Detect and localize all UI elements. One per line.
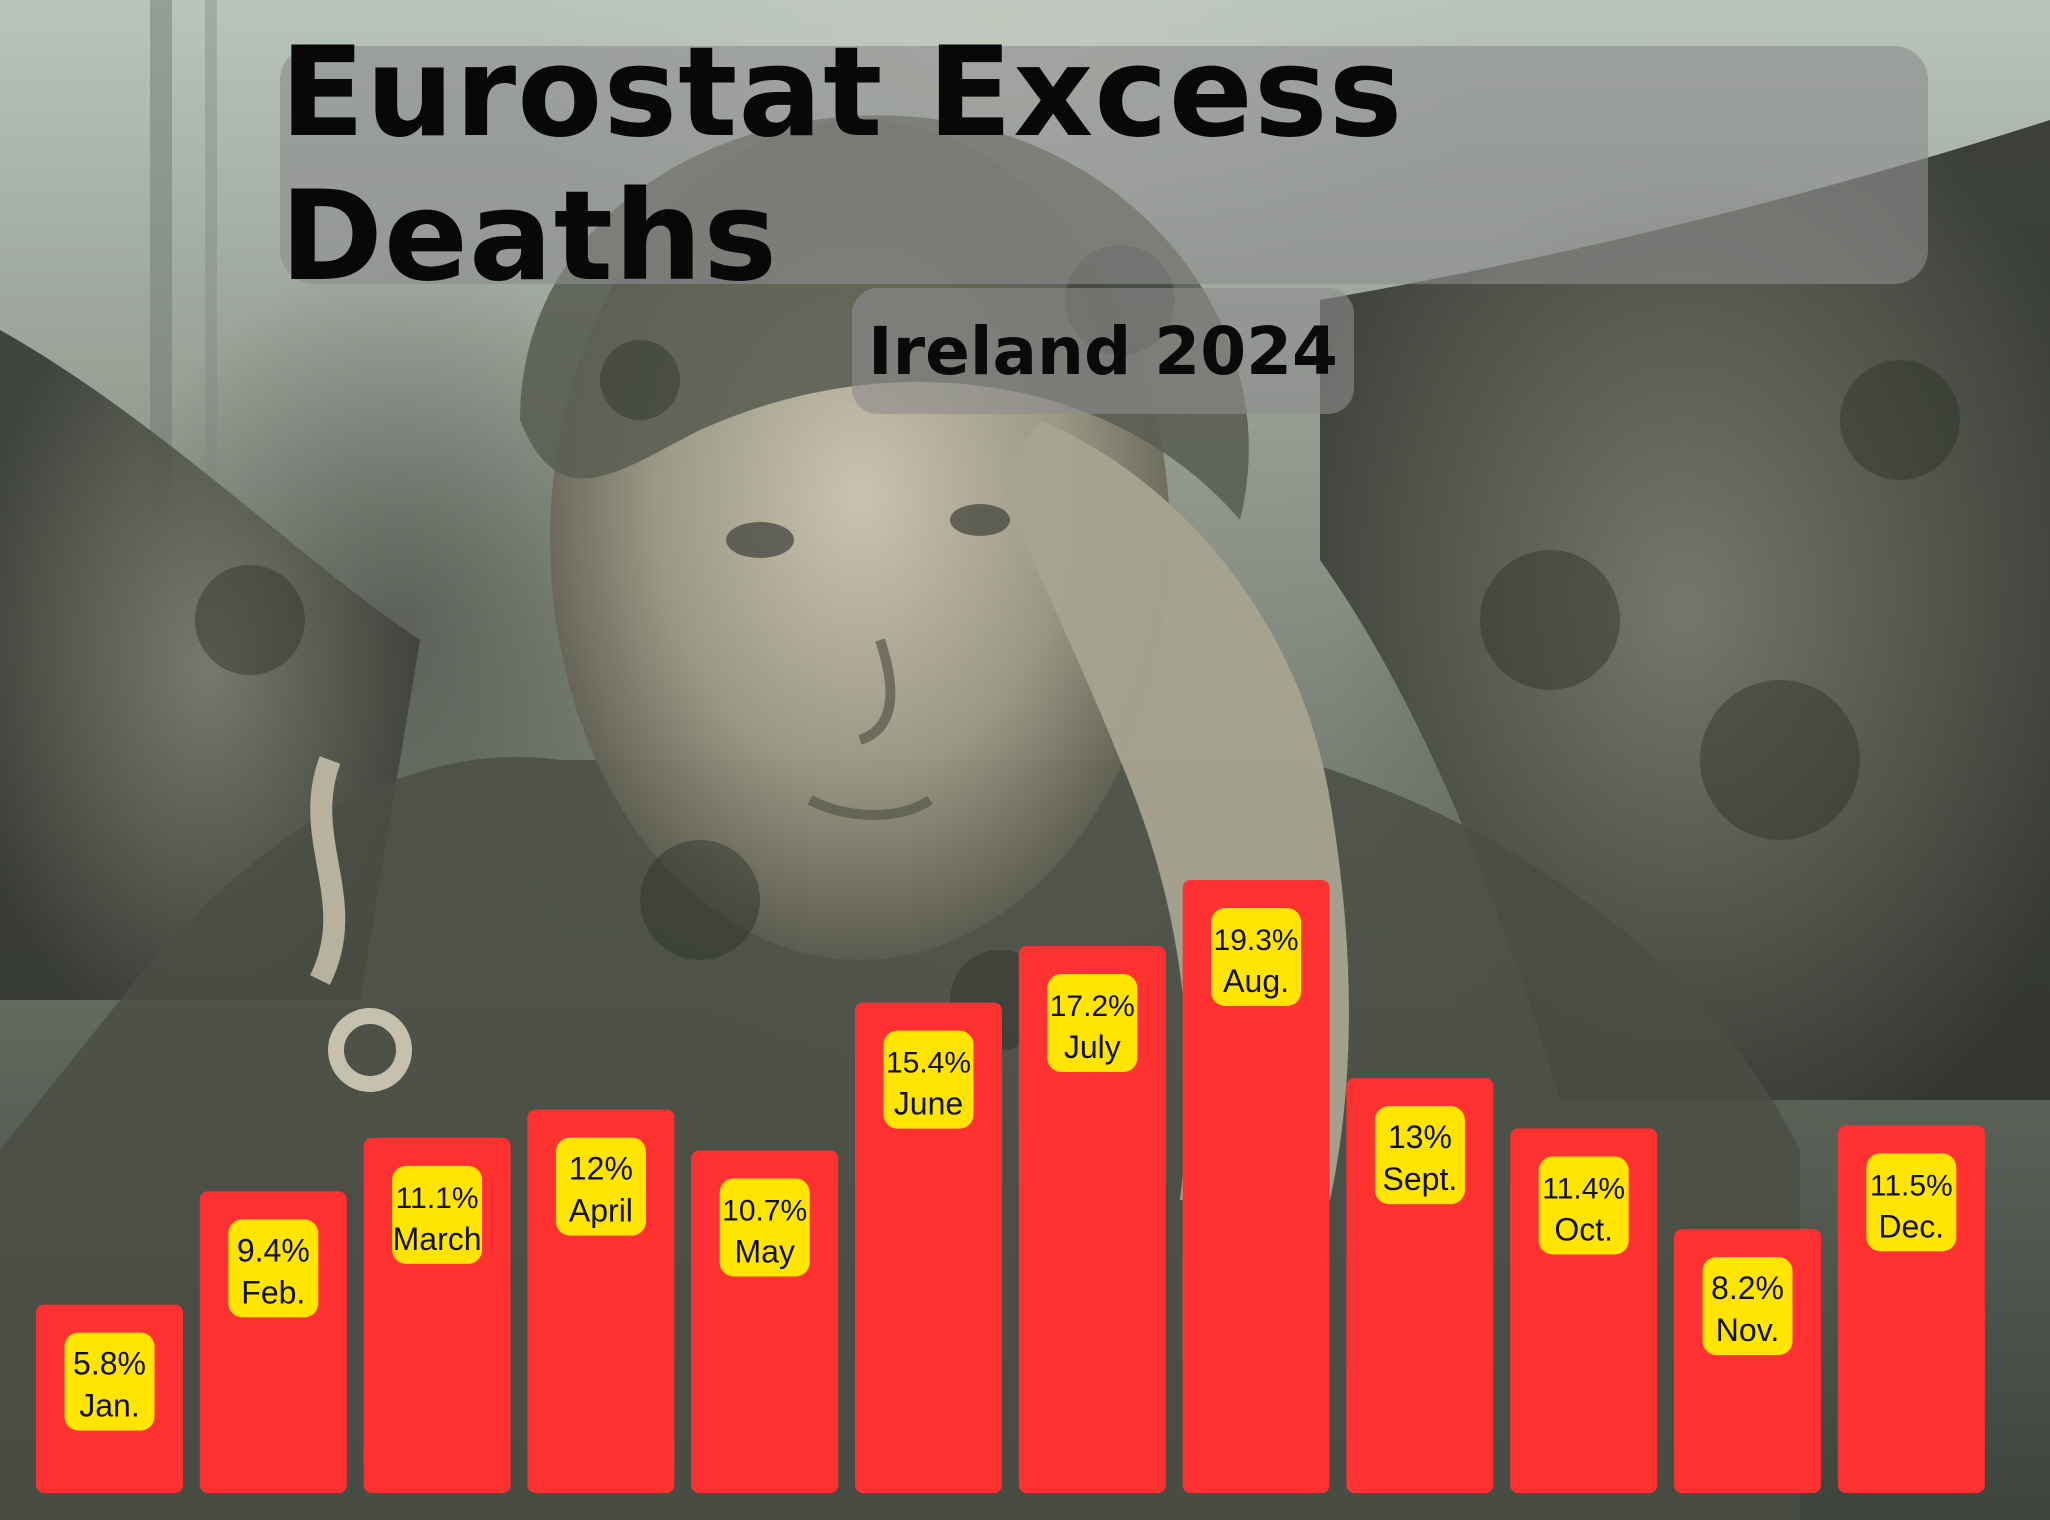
- category-label: March: [393, 1221, 482, 1257]
- value-label: 5.8%: [73, 1346, 146, 1382]
- label-badge: [1374, 1106, 1465, 1205]
- value-label: 8.2%: [1711, 1270, 1784, 1306]
- bar-july: [1018, 946, 1166, 1493]
- category-label: May: [734, 1233, 794, 1269]
- bar-label: 11.5% Dec.: [1866, 1153, 1957, 1252]
- bar-label: 8.2% Nov.: [1702, 1257, 1793, 1356]
- label-badge: [1538, 1156, 1629, 1255]
- title-backdrop: [280, 46, 1928, 284]
- value-label: 19.3%: [1214, 924, 1299, 957]
- category-label: Aug.: [1223, 963, 1289, 999]
- category-label: Dec.: [1878, 1208, 1944, 1244]
- category-label: June: [894, 1086, 963, 1122]
- bar-label: 12% April: [555, 1137, 646, 1236]
- value-label: 13%: [1388, 1119, 1452, 1155]
- subtitle-backdrop: [852, 288, 1354, 414]
- category-label: Sept.: [1383, 1161, 1458, 1197]
- category-label: Feb.: [241, 1274, 305, 1310]
- bar-label: 5.8% Jan.: [64, 1332, 155, 1431]
- value-label: 12%: [569, 1151, 633, 1187]
- label-badge: [1866, 1153, 1957, 1252]
- bar-label: 10.7% May: [719, 1178, 810, 1277]
- category-label: Oct.: [1554, 1211, 1613, 1247]
- bar-label: 11.1% March: [392, 1165, 483, 1264]
- category-label: April: [569, 1193, 633, 1229]
- value-label: 9.4%: [237, 1232, 310, 1268]
- bar-aug: [1182, 880, 1330, 1493]
- category-label: July: [1064, 1029, 1121, 1065]
- label-badge: [1211, 908, 1302, 1006]
- bar-label: 19.3% Aug.: [1211, 908, 1302, 1006]
- value-label: 17.2%: [1050, 990, 1135, 1023]
- bar-label: 17.2% July: [1047, 974, 1138, 1073]
- value-label: 10.7%: [722, 1194, 807, 1227]
- label-badge: [1702, 1257, 1793, 1356]
- label-badge: [555, 1137, 646, 1236]
- value-label: 11.4%: [1542, 1172, 1625, 1205]
- label-badge: [883, 1030, 974, 1129]
- value-label: 15.4%: [886, 1047, 971, 1080]
- chart-subtitle: Ireland 2024: [868, 312, 1338, 390]
- label-badge: [1047, 974, 1138, 1073]
- label-badge: [392, 1165, 483, 1264]
- bar-label: 15.4% June: [883, 1030, 974, 1129]
- label-badge: [228, 1219, 319, 1318]
- category-label: Jan.: [79, 1388, 139, 1424]
- label-badge: [719, 1178, 810, 1277]
- bar-label: 11.4% Oct.: [1538, 1156, 1629, 1255]
- bar-label: 9.4% Feb.: [228, 1219, 319, 1318]
- value-label: 11.5%: [1870, 1169, 1953, 1202]
- category-label: Nov.: [1716, 1312, 1779, 1348]
- bar-label: 13% Sept.: [1374, 1106, 1465, 1205]
- value-label: 11.1%: [396, 1182, 479, 1215]
- label-badge: [64, 1332, 155, 1431]
